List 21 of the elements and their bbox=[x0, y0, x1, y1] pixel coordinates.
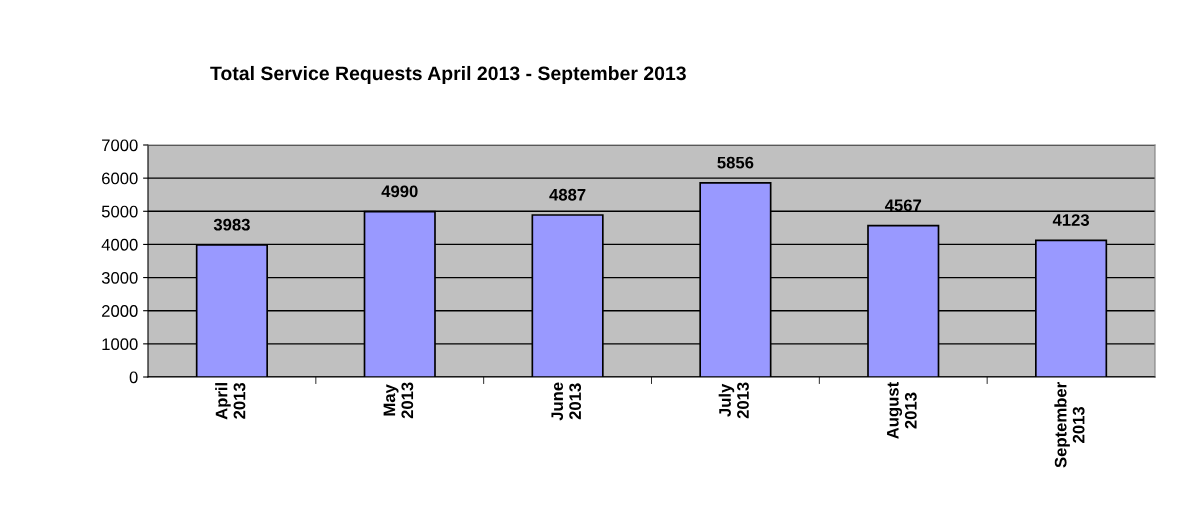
y-tick-label: 5000 bbox=[101, 205, 138, 218]
y-tick-label: 3000 bbox=[101, 271, 138, 284]
x-tick-label: September 2013 bbox=[1054, 382, 1085, 468]
data-label: 4990 bbox=[381, 185, 418, 198]
data-label: 5856 bbox=[717, 156, 754, 169]
x-tick-label: May 2013 bbox=[383, 382, 414, 419]
y-tick-label: 1000 bbox=[102, 338, 138, 351]
y-tick-label: 0 bbox=[129, 371, 138, 384]
data-label: 4567 bbox=[884, 199, 922, 212]
y-tick-label: 4000 bbox=[101, 238, 138, 251]
data-label: 4887 bbox=[549, 188, 586, 201]
data-label: 4123 bbox=[1052, 214, 1090, 226]
x-tick-label: July 2013 bbox=[718, 382, 749, 419]
x-tick-label: April 2013 bbox=[215, 382, 246, 420]
y-tick-label: 7000 bbox=[102, 139, 138, 152]
chart-title: Total Service Requests April 2013 - September 2013 bbox=[210, 65, 686, 85]
x-tick-label: August 2013 bbox=[887, 382, 917, 439]
data-label: 3983 bbox=[213, 218, 250, 231]
x-tick-label: June 2013 bbox=[551, 382, 582, 421]
y-tick-label: 2000 bbox=[102, 305, 138, 317]
y-tick-label: 6000 bbox=[102, 172, 138, 185]
